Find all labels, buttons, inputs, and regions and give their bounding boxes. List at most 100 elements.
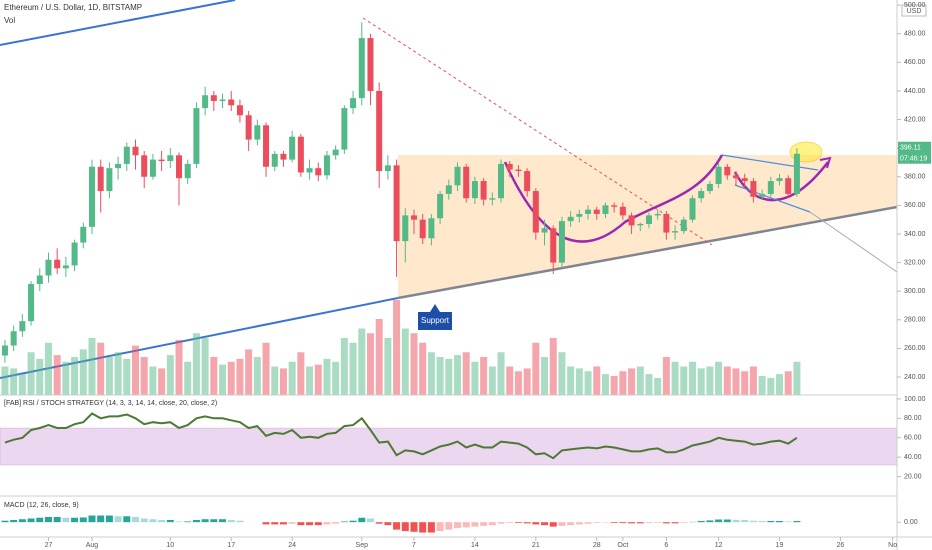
macd-bar [227, 519, 235, 523]
candle-body [132, 146, 139, 156]
candle-body [663, 213, 670, 233]
macd-bar [349, 520, 357, 523]
macd-bar [288, 522, 296, 524]
macd-bar [97, 515, 105, 523]
volume-bar [776, 374, 784, 395]
volume-bar [375, 319, 383, 395]
volume-bar [149, 366, 157, 395]
candle-body [402, 215, 409, 242]
x-tick-label: Aug [86, 542, 99, 549]
volume-bar [123, 358, 131, 395]
volume-bar [44, 342, 52, 395]
volume-bar [488, 366, 496, 395]
macd-bar [219, 519, 227, 523]
macd-bar [410, 522, 418, 532]
volume-bar [523, 368, 531, 395]
candle-body [158, 159, 165, 162]
volume-bar [62, 361, 70, 395]
candle-body [271, 153, 278, 167]
macd-bar [384, 522, 392, 526]
projection-line [809, 211, 898, 273]
candle-body [645, 215, 652, 224]
volume-bar [723, 366, 731, 395]
x-tick-label: 28 [593, 542, 601, 549]
candle-body [732, 175, 739, 179]
volume-bar [767, 377, 775, 395]
volume-bar [706, 366, 714, 395]
macd-bar [549, 522, 557, 527]
macd-bar [18, 519, 26, 523]
macd-bar [340, 521, 348, 523]
pennant-line [721, 154, 819, 171]
macd-bar [715, 519, 723, 523]
candle-body [672, 231, 679, 233]
rsi-title: [FAB] RSI / STOCH STRATEGY (14, 3, 3, 14… [4, 400, 217, 407]
arrow-head [819, 156, 832, 169]
candle-body [45, 259, 52, 276]
volume-bar [749, 366, 757, 395]
volume-bar [366, 333, 374, 395]
volume-bar [18, 374, 26, 395]
x-tick-label: 6 [664, 542, 668, 549]
rsi-band [0, 427, 898, 466]
macd-bar [297, 522, 305, 526]
macd-bar [471, 522, 479, 527]
y-tick-label: 380.00 [904, 174, 926, 181]
volume-bar [158, 368, 166, 395]
macd-bar [723, 519, 731, 523]
volume-bar [332, 361, 340, 395]
macd-bar [575, 522, 583, 525]
candle-body [689, 198, 696, 220]
candle-body [376, 90, 383, 172]
macd-bar [436, 522, 444, 532]
candle-body [506, 163, 513, 170]
x-tick-label: 24 [288, 542, 296, 549]
candle-body [759, 193, 766, 197]
macd-bar [419, 522, 427, 533]
macd-bar [610, 522, 618, 523]
candle-body [236, 105, 243, 116]
candle-body [97, 166, 104, 192]
volume-bar [558, 352, 566, 395]
y-tick-label: 300.00 [904, 288, 926, 295]
volume-bar [53, 355, 61, 395]
candle-body [245, 115, 252, 140]
volume-bar [245, 349, 253, 395]
macd-bar [210, 519, 218, 523]
volume-bar [497, 352, 505, 395]
macd-bar [393, 522, 401, 530]
macd-bar [236, 520, 244, 523]
candle-body [611, 205, 618, 207]
macd-bar [427, 522, 435, 533]
volume-bar [662, 357, 670, 395]
macd-bar [401, 522, 409, 532]
y-tick-label: 280.00 [904, 317, 926, 324]
volume-bar [271, 366, 279, 395]
volume-bar [688, 361, 696, 395]
candle-body [176, 155, 183, 179]
volume-bar [210, 357, 218, 395]
volume-bar [619, 371, 627, 395]
volume-bar [549, 338, 557, 395]
trend-line [0, 0, 236, 46]
macd-bar [776, 521, 784, 523]
y-tick-label: 40.00 [904, 454, 922, 461]
candle-body [28, 284, 35, 322]
candle-body [680, 219, 687, 232]
volume-bar [166, 355, 174, 395]
macd-bar [314, 522, 322, 526]
volume-bar [514, 371, 522, 395]
candle-body [593, 209, 600, 214]
handle-curve [733, 161, 829, 202]
volume-bar [567, 366, 575, 395]
macd-bar [706, 520, 714, 523]
candle-body [384, 165, 391, 172]
volume-bar [306, 366, 314, 395]
candle-body [280, 153, 287, 160]
candle-body [541, 228, 548, 233]
volume-bar [140, 357, 148, 395]
volume-bar [132, 345, 140, 395]
macd-bar [749, 520, 757, 523]
volume-bar [732, 368, 740, 395]
candle-body [54, 259, 61, 269]
